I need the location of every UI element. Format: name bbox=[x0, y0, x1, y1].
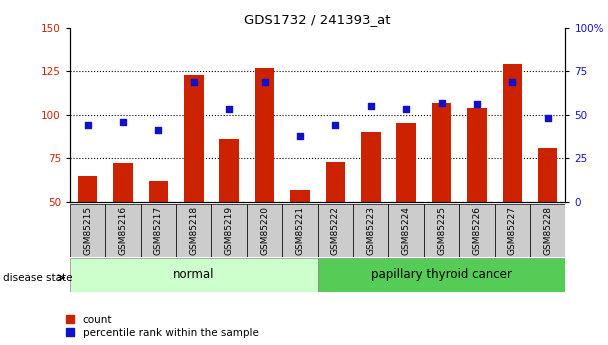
Bar bbox=[459, 204, 495, 257]
Text: disease state: disease state bbox=[3, 273, 72, 283]
Point bbox=[543, 116, 553, 121]
Point bbox=[118, 119, 128, 125]
Text: GSM85223: GSM85223 bbox=[366, 206, 375, 255]
Text: GSM85225: GSM85225 bbox=[437, 206, 446, 255]
Text: GSM85216: GSM85216 bbox=[119, 206, 128, 255]
Bar bbox=[70, 258, 317, 292]
Bar bbox=[290, 190, 309, 202]
Title: GDS1732 / 241393_at: GDS1732 / 241393_at bbox=[244, 13, 391, 27]
Point bbox=[295, 133, 305, 138]
Point bbox=[260, 79, 269, 85]
Point bbox=[331, 122, 340, 128]
Bar bbox=[255, 68, 274, 202]
Point bbox=[508, 79, 517, 85]
Bar bbox=[432, 102, 451, 202]
Text: GSM85217: GSM85217 bbox=[154, 206, 163, 255]
Bar bbox=[503, 64, 522, 202]
Point bbox=[366, 103, 376, 109]
Legend: count, percentile rank within the sample: count, percentile rank within the sample bbox=[66, 315, 258, 338]
Bar bbox=[247, 204, 282, 257]
Text: GSM85222: GSM85222 bbox=[331, 206, 340, 255]
Bar bbox=[212, 204, 247, 257]
Bar bbox=[176, 204, 212, 257]
Text: papillary thyroid cancer: papillary thyroid cancer bbox=[371, 268, 512, 281]
Text: GSM85224: GSM85224 bbox=[402, 206, 410, 255]
Text: GSM85218: GSM85218 bbox=[189, 206, 198, 255]
Bar bbox=[140, 204, 176, 257]
Point bbox=[189, 79, 199, 85]
Bar bbox=[282, 204, 317, 257]
Text: GSM85228: GSM85228 bbox=[543, 206, 552, 255]
Bar bbox=[326, 162, 345, 202]
Bar bbox=[495, 204, 530, 257]
Text: GSM85227: GSM85227 bbox=[508, 206, 517, 255]
Bar bbox=[219, 139, 239, 202]
Text: GSM85215: GSM85215 bbox=[83, 206, 92, 255]
Bar bbox=[467, 108, 486, 202]
Bar bbox=[149, 181, 168, 202]
Bar bbox=[317, 204, 353, 257]
Bar bbox=[317, 258, 565, 292]
Point bbox=[401, 107, 411, 112]
Bar bbox=[396, 124, 416, 202]
Text: GSM85219: GSM85219 bbox=[225, 206, 233, 255]
Point bbox=[472, 101, 482, 107]
Text: GSM85221: GSM85221 bbox=[295, 206, 305, 255]
Bar bbox=[424, 204, 459, 257]
Bar bbox=[105, 204, 140, 257]
Text: normal: normal bbox=[173, 268, 215, 281]
Bar bbox=[113, 164, 133, 202]
Bar bbox=[70, 204, 105, 257]
Bar bbox=[389, 204, 424, 257]
Bar bbox=[353, 204, 389, 257]
Bar bbox=[184, 75, 204, 202]
Bar bbox=[530, 204, 565, 257]
Bar bbox=[78, 176, 97, 202]
Text: GSM85220: GSM85220 bbox=[260, 206, 269, 255]
Point bbox=[437, 100, 446, 105]
Bar bbox=[538, 148, 558, 202]
Point bbox=[224, 107, 234, 112]
Bar bbox=[361, 132, 381, 202]
Point bbox=[154, 128, 164, 133]
Text: GSM85226: GSM85226 bbox=[472, 206, 482, 255]
Point bbox=[83, 122, 92, 128]
